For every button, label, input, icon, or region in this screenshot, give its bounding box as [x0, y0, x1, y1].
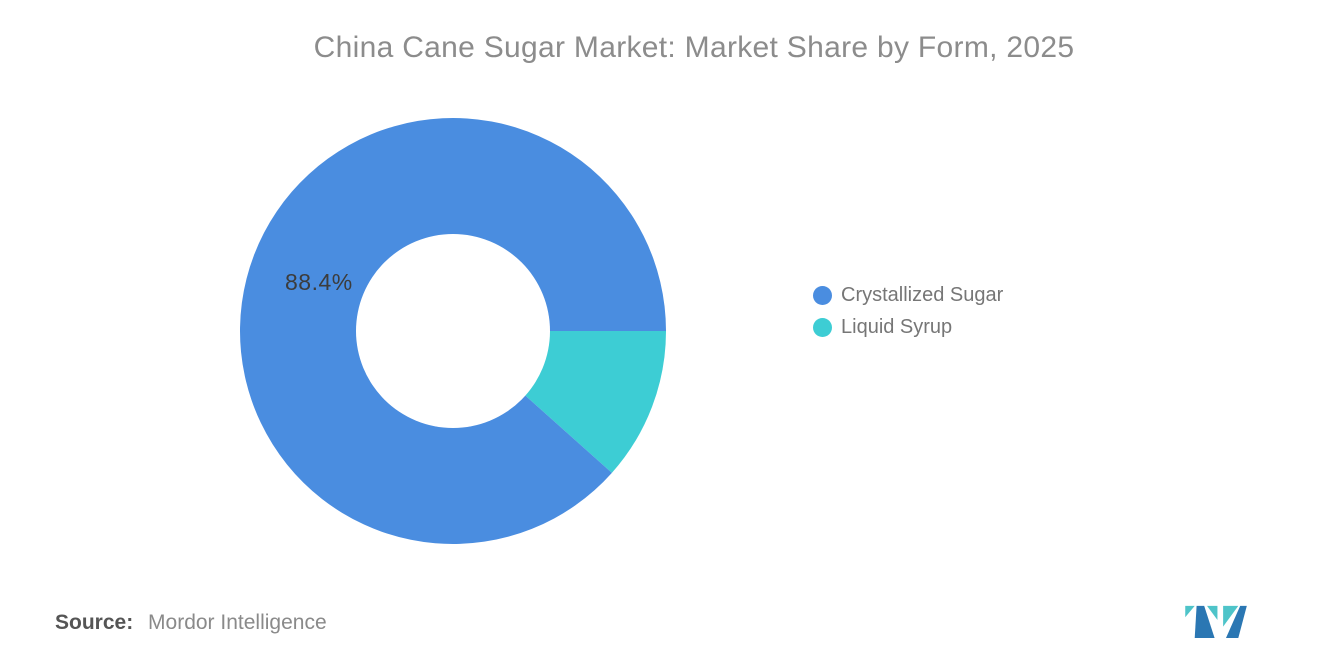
legend-label-crystallized-sugar: Crystallized Sugar [841, 284, 1004, 306]
slice-data-label: 88.4% [285, 269, 353, 295]
source-line: Source: Mordor Intelligence [55, 611, 327, 635]
logo-shape-blue-2 [1225, 605, 1247, 639]
logo-shape-teal-2 [1207, 605, 1218, 621]
legend-marker-crystallized-sugar [813, 286, 832, 305]
logo-shape-blue-1 [1194, 605, 1215, 639]
logo-shape-teal-3 [1223, 605, 1239, 627]
donut-chart [238, 116, 668, 546]
donut-svg [239, 118, 666, 545]
legend: Crystallized Sugar Liquid Syrup [813, 285, 1003, 349]
legend-marker-liquid-syrup [813, 318, 832, 337]
legend-item-crystallized-sugar[interactable]: Crystallized Sugar [813, 285, 1003, 306]
mordor-intelligence-logo-icon [1185, 605, 1247, 639]
legend-label-liquid-syrup: Liquid Syrup [841, 316, 953, 338]
chart-title: China Cane Sugar Market: Market Share by… [313, 31, 1075, 64]
logo-shape-teal-1 [1185, 605, 1195, 618]
legend-item-liquid-syrup[interactable]: Liquid Syrup [813, 317, 1003, 338]
donut-hole [356, 234, 550, 428]
source-name: Mordor Intelligence [148, 611, 327, 634]
source-prefix-label: Source: [55, 611, 134, 634]
